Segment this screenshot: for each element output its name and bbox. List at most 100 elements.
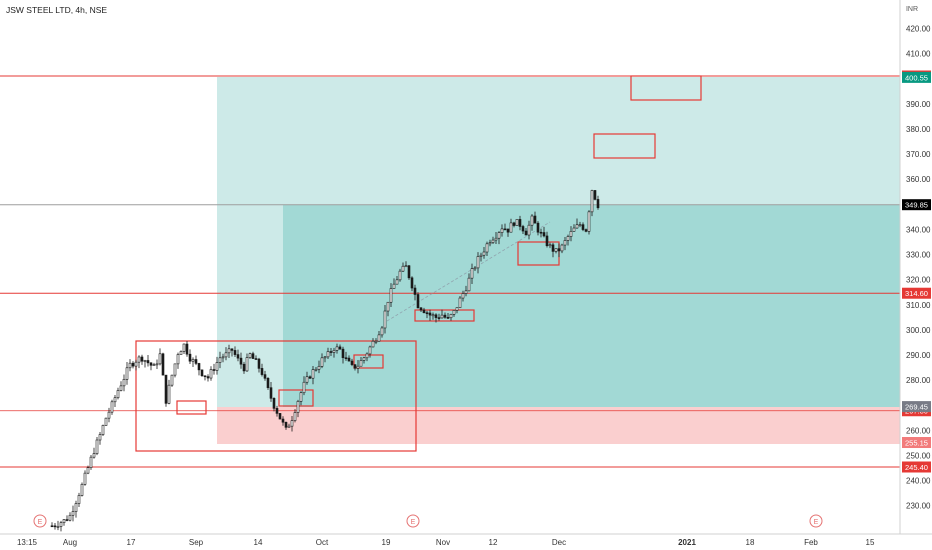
candle-body bbox=[545, 235, 549, 246]
candle-body bbox=[380, 327, 384, 336]
candle-body bbox=[449, 314, 453, 319]
candle-body bbox=[179, 351, 183, 355]
y-tick-label: 410.00 bbox=[906, 50, 931, 59]
candle-body bbox=[572, 227, 576, 232]
price-badges: 401.10314.60245.40349.85267.80400.55269.… bbox=[902, 70, 931, 473]
candle-body bbox=[419, 307, 423, 311]
x-tick-label: Sep bbox=[189, 538, 204, 547]
candle-body bbox=[239, 357, 243, 365]
candle-body bbox=[506, 228, 510, 233]
candle-body bbox=[254, 358, 258, 360]
y-tick-label: 300.00 bbox=[906, 326, 931, 335]
candle-body bbox=[488, 242, 492, 245]
earnings-marker[interactable] bbox=[33, 514, 47, 528]
candle-body bbox=[470, 268, 474, 279]
y-tick-label: 260.00 bbox=[906, 426, 931, 435]
stop-zone bbox=[217, 407, 900, 444]
candle-body bbox=[440, 314, 444, 319]
candle-body bbox=[554, 248, 558, 252]
price-badge bbox=[902, 199, 931, 211]
currency-label: INR bbox=[906, 6, 918, 13]
y-tick-label: 240.00 bbox=[906, 477, 931, 486]
price-badge-label: 269.45 bbox=[905, 403, 928, 412]
x-tick-label: 15 bbox=[866, 538, 875, 547]
candle-body bbox=[410, 277, 414, 289]
candle-body bbox=[317, 366, 321, 370]
candle-body bbox=[395, 279, 399, 285]
candle-body bbox=[524, 230, 528, 236]
candle-body bbox=[191, 359, 195, 362]
candle-body bbox=[194, 359, 198, 364]
candle-body bbox=[389, 288, 393, 303]
candle-body bbox=[368, 346, 372, 355]
y-tick-label: 370.00 bbox=[906, 150, 931, 159]
candle-body bbox=[230, 348, 234, 351]
candle-body bbox=[365, 353, 369, 359]
candle-body bbox=[281, 418, 285, 423]
candle-body bbox=[233, 350, 237, 355]
candle-body bbox=[593, 190, 597, 200]
candle-body bbox=[65, 519, 69, 521]
candle-body bbox=[221, 356, 225, 359]
candle-body bbox=[461, 293, 465, 299]
candle-body bbox=[581, 224, 585, 230]
candle-body bbox=[386, 301, 390, 312]
y-tick-label: 230.00 bbox=[906, 502, 931, 511]
candle-body bbox=[332, 349, 336, 353]
candle-body bbox=[503, 228, 507, 231]
price-badge-label: 314.60 bbox=[905, 289, 928, 298]
candle-body bbox=[515, 219, 519, 226]
candle-body bbox=[446, 317, 450, 319]
candle-body bbox=[512, 222, 516, 226]
candle-body bbox=[56, 526, 60, 528]
candle-body bbox=[185, 343, 189, 355]
candle-body bbox=[416, 294, 420, 309]
candle-body bbox=[245, 357, 249, 372]
candle-body bbox=[509, 222, 513, 233]
candle-body bbox=[131, 362, 135, 367]
earnings-marker-label: E bbox=[38, 519, 43, 526]
candle-body bbox=[293, 412, 297, 421]
candle-body bbox=[413, 287, 417, 295]
candle-body bbox=[218, 357, 222, 363]
candle-body bbox=[587, 211, 591, 232]
candle-body bbox=[464, 290, 468, 294]
candle-body bbox=[302, 381, 306, 394]
candle-body bbox=[266, 377, 270, 388]
candle-body bbox=[167, 384, 171, 404]
candle-body bbox=[305, 376, 309, 383]
candle-body bbox=[92, 453, 96, 458]
trendline bbox=[386, 221, 551, 322]
candle-body bbox=[542, 232, 546, 237]
candle-body bbox=[383, 310, 387, 329]
x-axis-ticks: 13:15 Aug 17 Sep 14 Oct 19 Nov 12 Dec 2021 18 Feb 15 bbox=[17, 538, 875, 547]
candle-body bbox=[560, 244, 564, 252]
x-tick-label: Nov bbox=[436, 538, 450, 547]
candle-body bbox=[566, 236, 570, 241]
candle-body bbox=[407, 265, 411, 279]
candle-body bbox=[362, 357, 366, 361]
projection-box bbox=[630, 75, 702, 101]
candle-body bbox=[557, 248, 561, 252]
candle-body bbox=[575, 224, 579, 229]
earnings-marker[interactable] bbox=[406, 514, 420, 528]
candle-body bbox=[431, 314, 435, 317]
candle-body bbox=[443, 314, 447, 318]
earnings-marker[interactable] bbox=[809, 514, 823, 528]
x-tick-label: 18 bbox=[746, 538, 755, 547]
x-tick-label: 2021 bbox=[678, 538, 696, 547]
candle-body bbox=[539, 231, 543, 234]
candle-body bbox=[494, 237, 498, 241]
earnings-marker-label: E bbox=[411, 519, 416, 526]
candle-body bbox=[257, 358, 261, 369]
candle-body bbox=[308, 376, 312, 379]
candle-body bbox=[497, 232, 501, 239]
y-tick-label: 420.00 bbox=[906, 25, 931, 34]
price-badge-label: 255.15 bbox=[905, 439, 928, 448]
candle-body bbox=[359, 360, 363, 367]
candle-body bbox=[149, 362, 153, 366]
x-tick-label: 12 bbox=[489, 538, 498, 547]
candle-body bbox=[434, 314, 438, 318]
